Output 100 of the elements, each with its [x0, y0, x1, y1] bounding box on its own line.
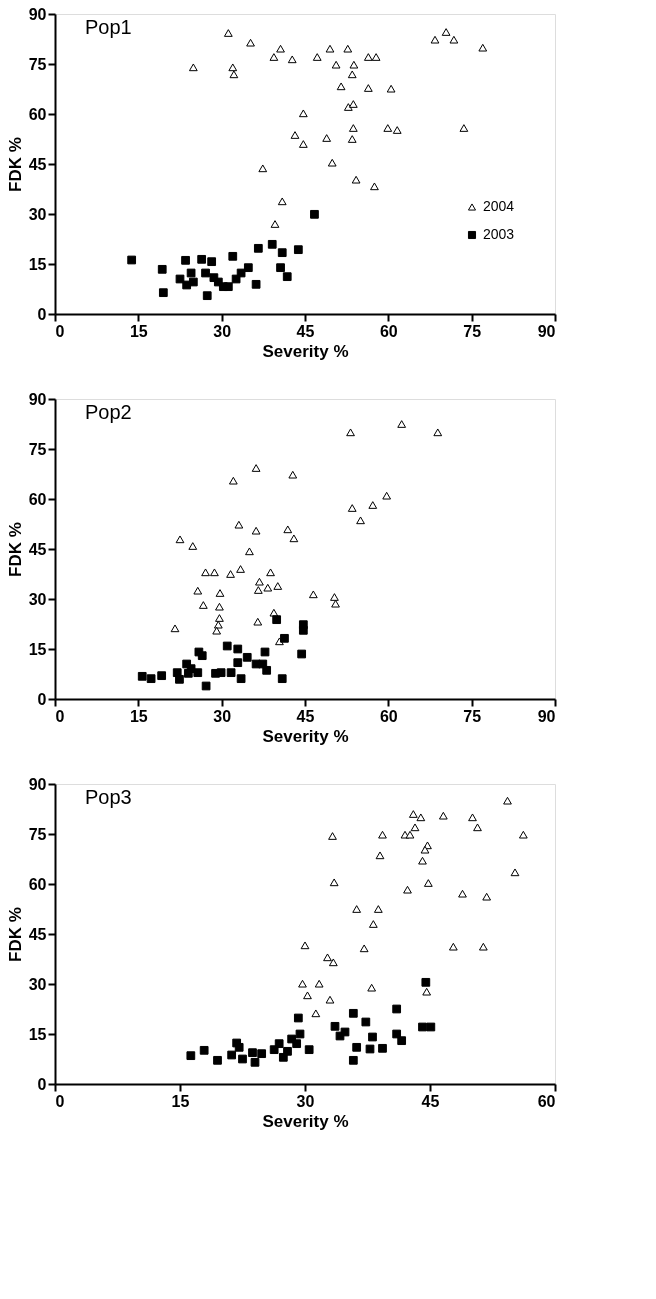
x-axis-title: Severity %	[262, 1111, 349, 1131]
point	[269, 53, 279, 61]
y-tick-label: 45	[28, 155, 47, 173]
point	[193, 668, 203, 678]
point	[157, 671, 167, 681]
point	[213, 1055, 222, 1065]
point	[270, 220, 280, 228]
point	[347, 135, 357, 143]
point	[314, 979, 324, 988]
point	[236, 674, 246, 684]
point	[336, 82, 346, 91]
point	[371, 53, 381, 61]
point	[322, 134, 332, 142]
point	[248, 1048, 257, 1058]
point	[267, 239, 277, 249]
point	[201, 268, 210, 278]
y-tick-label: 60	[28, 490, 47, 508]
x-tick-label: 30	[296, 1092, 315, 1110]
point	[223, 282, 233, 292]
point	[253, 586, 263, 594]
point	[458, 889, 467, 898]
point	[223, 29, 233, 37]
point	[251, 279, 261, 289]
point	[197, 254, 207, 264]
point	[266, 568, 275, 577]
point	[347, 70, 357, 79]
point	[257, 1049, 267, 1059]
point	[210, 568, 219, 577]
x-axis-title: Severity %	[262, 726, 349, 746]
point	[325, 995, 335, 1004]
x-tick-label: 30	[213, 707, 232, 725]
point	[283, 1046, 292, 1056]
point	[251, 526, 261, 535]
point	[295, 1029, 305, 1039]
point	[297, 649, 307, 659]
point	[330, 1021, 340, 1031]
point	[269, 1045, 279, 1055]
point	[146, 674, 156, 684]
point	[359, 944, 369, 953]
y-tick-label: 45	[28, 925, 47, 943]
point	[251, 464, 261, 472]
point	[188, 63, 198, 72]
point	[277, 197, 287, 206]
y-axis-title: FDK %	[5, 907, 25, 962]
point	[418, 1022, 427, 1032]
point	[328, 958, 338, 967]
point	[363, 84, 373, 92]
point	[473, 823, 482, 832]
point	[298, 625, 308, 635]
point	[416, 813, 426, 822]
x-tick-label: 60	[379, 707, 398, 725]
point	[260, 647, 270, 657]
point	[298, 979, 307, 988]
point	[518, 830, 528, 839]
point	[287, 55, 297, 64]
chart-title: Pop3	[85, 786, 132, 808]
point	[382, 491, 392, 500]
y-tick-label: 75	[28, 55, 47, 73]
point	[373, 905, 383, 913]
x-tick-label: 90	[537, 707, 556, 725]
y-tick-label: 0	[37, 305, 47, 323]
point	[253, 243, 263, 253]
point	[351, 175, 361, 184]
y-tick-label: 30	[28, 205, 47, 223]
point	[422, 987, 432, 996]
y-tick-label: 15	[28, 255, 47, 273]
point	[403, 885, 412, 894]
point	[243, 263, 253, 273]
point	[234, 520, 244, 529]
x-tick-label: 15	[171, 1092, 190, 1110]
point	[276, 263, 285, 273]
y-axis-title: FDK %	[5, 137, 25, 192]
point	[352, 1042, 362, 1052]
point	[282, 272, 292, 282]
point	[368, 920, 378, 928]
point	[188, 277, 198, 287]
point	[378, 830, 387, 839]
point	[199, 1045, 209, 1055]
point	[202, 291, 212, 301]
point	[288, 470, 298, 479]
point	[127, 255, 137, 265]
x-tick-label: 15	[129, 707, 148, 725]
point	[226, 668, 236, 678]
point	[368, 1032, 377, 1042]
point	[386, 84, 396, 93]
point	[158, 288, 168, 298]
point	[175, 674, 184, 684]
point	[181, 255, 190, 265]
point	[356, 516, 365, 525]
point	[368, 501, 378, 509]
y-tick-label: 30	[28, 590, 47, 608]
point	[348, 1008, 358, 1018]
point	[277, 674, 287, 684]
y-tick-label: 90	[28, 775, 47, 793]
point	[175, 535, 185, 544]
point	[245, 547, 254, 556]
y-tick-label: 15	[28, 640, 47, 658]
y-tick-label: 60	[28, 875, 47, 893]
point	[213, 620, 223, 629]
point	[343, 44, 353, 53]
